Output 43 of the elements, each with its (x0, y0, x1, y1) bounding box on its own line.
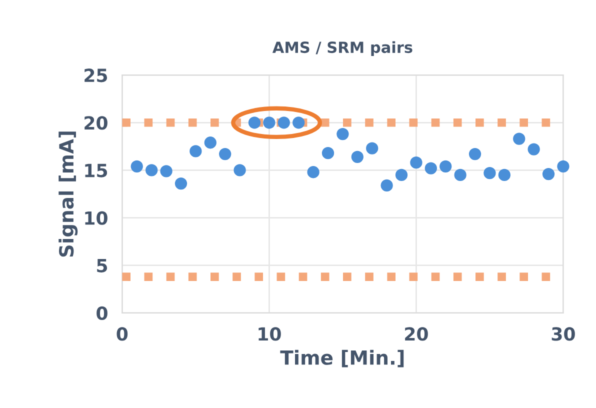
point (440, 160, 452, 172)
point (130, 160, 143, 172)
point (219, 148, 232, 160)
y-tick-label: 5 (97, 259, 108, 272)
point (248, 116, 261, 129)
point (292, 116, 305, 129)
point (454, 168, 466, 182)
point (234, 164, 246, 176)
point (513, 132, 526, 145)
x-tick-label: 0 (116, 327, 128, 341)
point (395, 168, 408, 182)
point (380, 179, 393, 192)
y-tick-label: 20 (84, 116, 108, 130)
x-tick-label: 10 (258, 327, 281, 341)
point (410, 156, 422, 169)
x-axis-title: Time [Min.] (280, 350, 404, 368)
y-tick-label: 25 (84, 68, 108, 82)
point (366, 142, 378, 154)
point (204, 136, 216, 149)
point (528, 143, 540, 156)
point (336, 128, 349, 140)
point (190, 145, 202, 158)
y-tick-label: 0 (96, 306, 108, 320)
x-tick-label: 30 (552, 327, 575, 341)
point (424, 162, 437, 174)
point (498, 168, 510, 182)
point (307, 166, 320, 178)
chart-title: AMS / SRM pairs (272, 41, 412, 56)
point (484, 167, 496, 180)
point (160, 165, 172, 178)
point (468, 148, 482, 160)
x-tick-label: 20 (405, 327, 428, 341)
point (542, 168, 555, 180)
y-tick-label: 10 (85, 211, 108, 225)
y-axis-title: Signal [mA] (58, 132, 78, 257)
point (351, 150, 364, 163)
point (322, 147, 334, 160)
point (557, 160, 570, 172)
point (174, 177, 188, 190)
point (146, 164, 158, 176)
point (263, 116, 276, 129)
y-tick-label: 15 (85, 164, 108, 178)
point (278, 116, 290, 129)
